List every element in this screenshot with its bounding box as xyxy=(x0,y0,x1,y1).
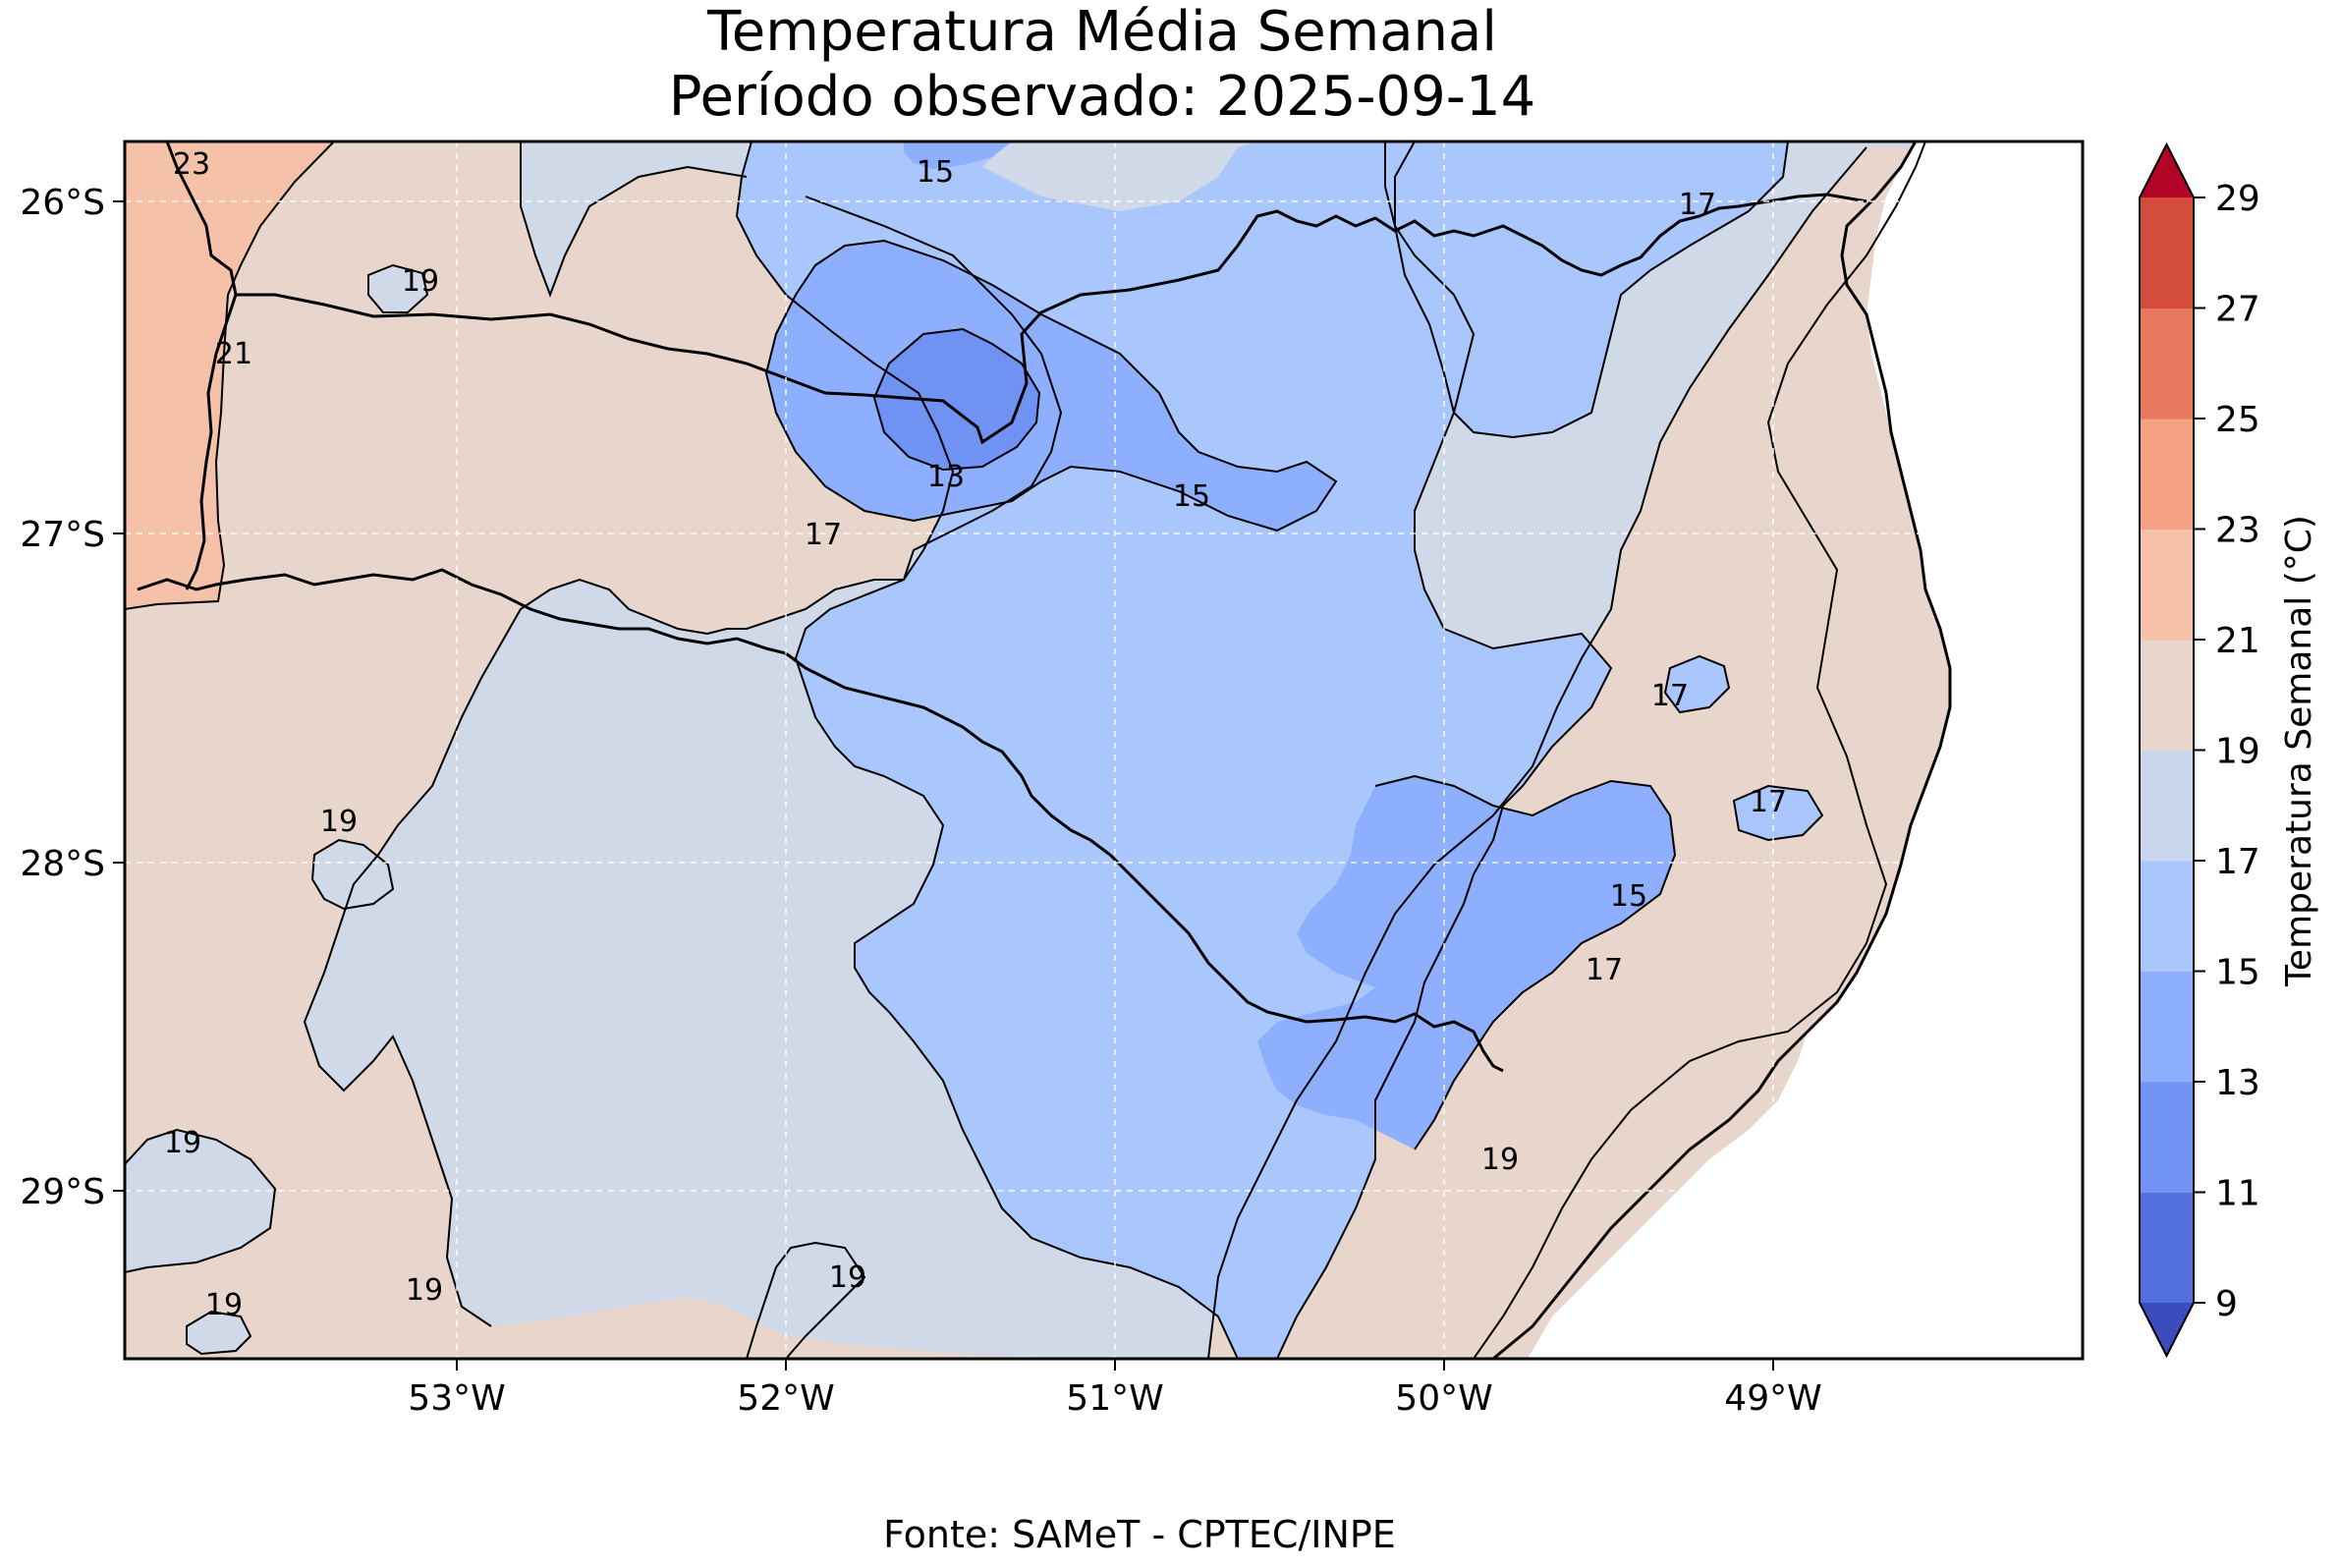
colorbar-segment xyxy=(2140,640,2194,751)
source-credit: Fonte: SAMeT - CPTEC/INPE xyxy=(883,1513,1396,1556)
lon-tick-label: 53°W xyxy=(408,1378,505,1419)
lat-ticks: 26°S 27°S 28°S 29°S xyxy=(20,183,125,1212)
colorbar-tick-label: 21 xyxy=(2215,621,2260,661)
region-15-17-island xyxy=(1665,656,1729,712)
map-title: Temperatura Média Semanal xyxy=(707,0,1497,64)
contour-label: 23 xyxy=(173,147,210,182)
gridlines xyxy=(125,141,2083,1359)
lat-tick-label: 29°S xyxy=(20,1172,105,1212)
colorbar: 9 11 13 15 17 19 21 23 25 27 29 xyxy=(2139,141,2260,1359)
colorbar-tick-label: 15 xyxy=(2215,953,2260,993)
contour-line xyxy=(735,141,1239,1359)
contour-label: 19 xyxy=(829,1260,866,1295)
contour-label: 19 xyxy=(402,264,439,299)
colorbar-tick-label: 11 xyxy=(2215,1174,2260,1214)
state-border xyxy=(137,568,1504,1073)
contour-label: 15 xyxy=(917,155,954,190)
lon-tick-label: 50°W xyxy=(1395,1378,1492,1419)
contour-line xyxy=(125,1128,277,1273)
contour-line xyxy=(303,196,1063,1327)
contour-line xyxy=(1473,141,1926,1359)
contour-label: 19 xyxy=(205,1288,243,1322)
colorbar-tick-label: 25 xyxy=(2215,400,2260,440)
contour-label: 19 xyxy=(1481,1143,1519,1177)
contour-line xyxy=(1207,146,1867,1359)
colorbar-segment xyxy=(2140,197,2194,308)
lat-tick-label: 28°S xyxy=(20,844,105,884)
region-15-17-island xyxy=(1385,141,1788,437)
contour-label: 19 xyxy=(320,805,358,839)
contour-line xyxy=(1732,784,1824,842)
contour-line xyxy=(1276,141,1613,1359)
region-21-23 xyxy=(125,141,334,609)
colorbar-segment xyxy=(2140,308,2194,420)
colorbar-tick-label: 9 xyxy=(2215,1284,2238,1324)
contour-line xyxy=(872,327,1041,472)
region-17-19-pocket xyxy=(125,1130,275,1272)
contour-label: 17 xyxy=(1586,953,1623,987)
colorbar-label: Temperatura Semanal (°C) xyxy=(2279,515,2319,987)
colorbar-segment xyxy=(2140,1192,2194,1304)
colorbar-segment xyxy=(2140,971,2194,1083)
region-13-15-south xyxy=(1257,776,1675,1149)
lon-tick-label: 52°W xyxy=(737,1378,834,1419)
contour-label: 15 xyxy=(1173,479,1210,514)
contour-line xyxy=(1663,654,1731,714)
colorbar-segment xyxy=(2140,750,2194,862)
contour-label: 17 xyxy=(1750,785,1787,819)
contour-line xyxy=(186,1310,252,1356)
contour-label: 13 xyxy=(927,460,965,494)
contour-line xyxy=(1384,141,1789,439)
colorbar-segment xyxy=(2140,861,2194,972)
lon-tick-label: 49°W xyxy=(1724,1378,1821,1419)
lon-tick-label: 51°W xyxy=(1066,1378,1163,1419)
country-border xyxy=(165,141,238,590)
colorbar-extend-max xyxy=(2140,144,2194,197)
colorbar-segment xyxy=(2140,419,2194,530)
colorbar-tick-label: 17 xyxy=(2215,842,2260,882)
contour-label: 17 xyxy=(805,518,842,552)
state-border xyxy=(236,193,1867,445)
region-11-13-core xyxy=(874,329,1039,470)
lon-ticks: 53°W 52°W 51°W 50°W 49°W xyxy=(408,1359,1822,1419)
colorbar-segment xyxy=(2140,1082,2194,1193)
map-plot-area xyxy=(125,141,2083,1359)
map-title-block: Temperatura Média Semanal Período observ… xyxy=(0,0,2204,130)
contour-line xyxy=(764,239,1338,532)
colorbar-tick-label: 27 xyxy=(2215,290,2260,330)
contour-line xyxy=(367,263,429,313)
colorbar-tick-label: 23 xyxy=(2215,511,2260,551)
colorbar-extend-min xyxy=(2140,1303,2194,1356)
contour-line xyxy=(520,141,748,298)
contour-label: 15 xyxy=(1610,879,1647,914)
contour-line xyxy=(746,1241,866,1359)
map-subtitle: Período observado: 2025-09-14 xyxy=(668,65,1536,129)
region-17-19-pocket xyxy=(368,265,427,312)
contour-label: 19 xyxy=(164,1126,201,1160)
colorbar-segment xyxy=(2140,529,2194,641)
contour-label: 17 xyxy=(1679,188,1716,222)
contour-labels: 23 21 19 15 13 15 17 17 17 17 15 17 19 1… xyxy=(164,147,1787,1322)
colorbar-tick-label: 19 xyxy=(2215,732,2260,772)
contour-label: 21 xyxy=(215,337,252,371)
map-frame xyxy=(123,140,2085,1361)
lat-tick-label: 26°S xyxy=(20,183,105,223)
colorbar-tick-label: 29 xyxy=(2215,179,2260,219)
contour-label: 17 xyxy=(1651,679,1689,713)
region-17-19-pocket xyxy=(187,1312,251,1354)
coastline xyxy=(1492,141,1952,1359)
contour-line xyxy=(125,141,335,610)
lat-tick-label: 27°S xyxy=(20,515,105,555)
region-15-17-island xyxy=(1734,786,1822,840)
colorbar-tick-label: 13 xyxy=(2215,1063,2260,1103)
contour-line xyxy=(310,838,395,911)
region-13-15-north-top xyxy=(904,141,1012,169)
ocean xyxy=(1528,141,2083,1359)
region-17-19-pocket xyxy=(312,840,393,909)
contour-label: 19 xyxy=(406,1273,443,1308)
